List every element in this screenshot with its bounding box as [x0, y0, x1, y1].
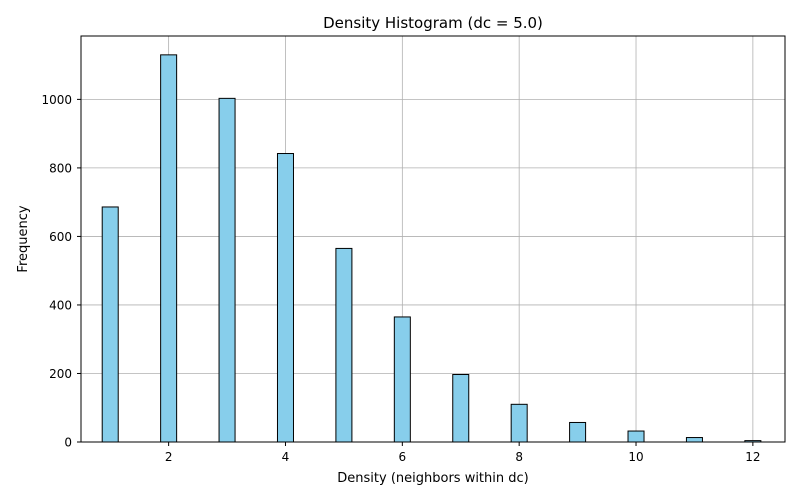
histogram-bar [101, 206, 119, 443]
x-axis-label: Density (neighbors within dc) [337, 471, 528, 486]
y-tick-label: 1000 [41, 93, 72, 107]
histogram-bar [393, 316, 411, 443]
x-tick-label: 12 [745, 450, 760, 464]
histogram-bar [627, 430, 645, 443]
y-axis-label: Frequency [16, 205, 31, 272]
histogram-bar [335, 247, 353, 443]
histogram-bar [569, 421, 587, 443]
grid-layer [81, 36, 785, 443]
histogram-bar [510, 403, 528, 443]
y-tick-label: 600 [49, 230, 72, 244]
x-tick-label: 10 [628, 450, 643, 464]
x-tick-label: 2 [165, 450, 173, 464]
tick-layer: 2 4 6 8 10 12 0 200 400 600 800 1000 [41, 93, 760, 464]
x-tick-label: 6 [399, 450, 407, 464]
chart-title: Density Histogram (dc = 5.0) [323, 14, 543, 32]
y-tick-label: 800 [49, 161, 72, 175]
y-tick-label: 200 [49, 367, 72, 381]
histogram-bar [276, 153, 294, 443]
y-tick-label: 400 [49, 298, 72, 312]
y-tick-label: 0 [64, 436, 72, 450]
x-tick-label: 4 [282, 450, 290, 464]
histogram-bar [160, 54, 178, 443]
x-tick-label: 8 [515, 450, 523, 464]
bar-layer [101, 54, 762, 443]
plot-frame [80, 35, 786, 443]
histogram-bar [685, 437, 703, 443]
histogram-bar [218, 97, 236, 443]
histogram-bar [452, 374, 470, 443]
